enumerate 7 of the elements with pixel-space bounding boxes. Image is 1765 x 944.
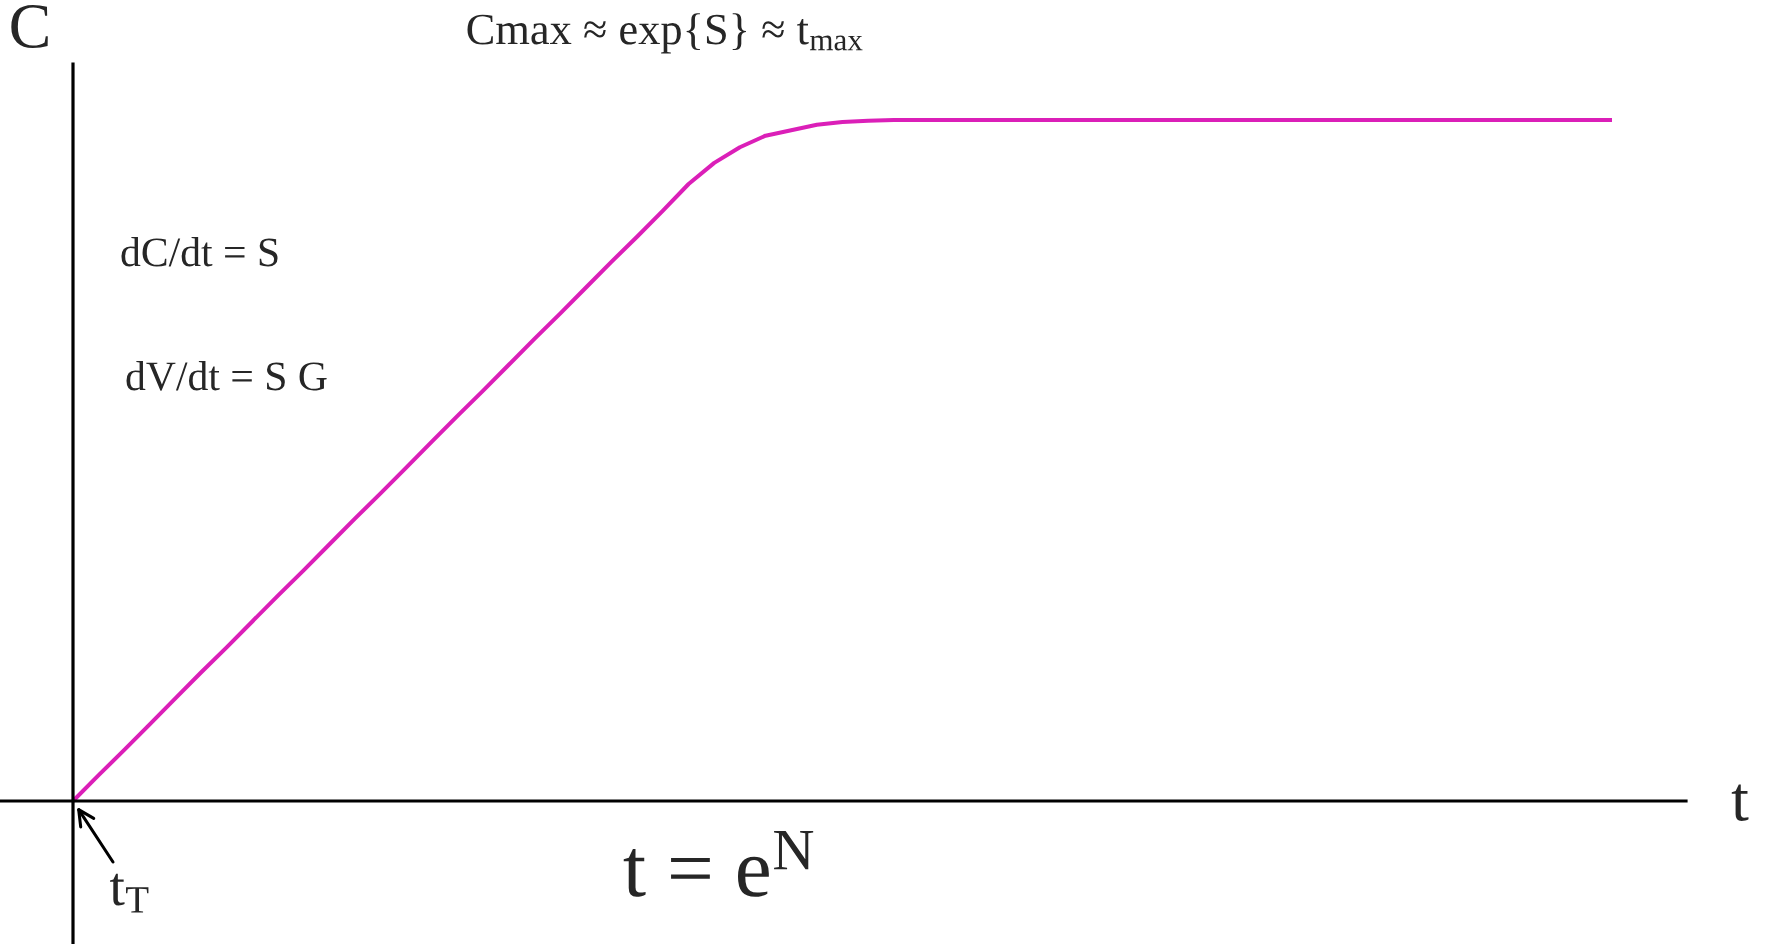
chart-title: Cmax ≈ exp{S} ≈ t$_{max}$	[467, 13, 863, 54]
text: t = e$^{N}$	[623, 831, 814, 897]
text: t$_{T}$	[109, 873, 149, 913]
annotation: dV/dt = S G	[126, 361, 327, 391]
y-axis-title: C	[11, 5, 48, 48]
annotation: dC/dt = S	[121, 237, 278, 267]
x-axis-title: t	[1731, 784, 1749, 821]
